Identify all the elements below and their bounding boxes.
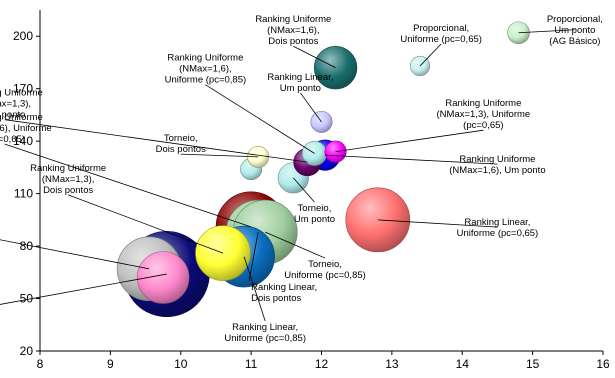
bubble-label: Ranking Uniforme (NMax=1,3), Dois pontos [30,163,106,196]
bubble-label: Ranking Linear, Um ponto [267,72,333,94]
y-tick-label: 50 [20,292,34,306]
y-tick-label: 170 [13,82,33,96]
bubble-label: Ranking Uniforme (NMax=1,3), Uniforme (pc=… [437,98,531,131]
bubble-label: Ranking Uniforme(NMax=1,3),Um ponto [0,88,43,121]
bubble-label: Ranking Linear, Uniforme (pc=0,65) [457,217,539,239]
y-tick-label: 20 [20,344,34,358]
leader-line [0,273,167,305]
y-tick-label: 80 [20,239,34,253]
x-tick-label: 14 [456,357,470,371]
y-tick-label: 110 [14,187,33,201]
y-ticks: 20 50 80 110 140 170 200 [13,29,40,358]
bubble-label: Proporcional, Um ponto (AG Básico) [547,14,603,47]
x-tick-label: 13 [385,357,399,371]
bubble-label: Proporcional, Uniforme (pc=0,65) [400,23,482,45]
leader-line [265,231,326,259]
leader-line [243,256,266,322]
bubble-label: Torneio, Dois pontos [156,133,206,155]
leader-line [248,232,259,281]
y-tick-label: 140 [13,134,33,148]
bubble-layer [116,21,530,318]
bubble-label: Ranking Linear, Dois pontos [251,282,317,304]
leader-line [419,43,442,67]
x-tick-label: 16 [596,357,610,371]
bubble-label: Ranking Uniforme (NMax=1,6), Um ponto [449,154,545,176]
y-tick-label: 200 [13,29,33,43]
leader-line [293,45,336,69]
x-ticks: 8 9 10 11 12 13 14 15 16 [37,351,610,371]
leader-line [293,177,315,203]
leader-line [377,219,498,228]
x-tick-label: 10 [174,357,188,371]
leader-line [4,119,308,163]
bubble-labels: Ranking Uniforme(NMax=1,3),Uniforme (pc=… [0,14,603,344]
leader-line [0,239,150,270]
leader-lines [0,29,575,322]
x-tick-label: 15 [526,357,540,371]
x-tick-label: 9 [107,357,114,371]
bubble-point [136,251,190,304]
bubble-label: Torneio, Um ponto [294,203,335,225]
leader-line [300,92,322,123]
x-tick-label: 11 [245,357,258,371]
leader-line [205,84,315,154]
x-tick-label: 12 [315,357,329,371]
x-tick-label: 8 [37,357,44,371]
leader-line [335,129,484,153]
bubble-label: Ranking Linear, Uniforme (pc=0,85) [224,322,306,344]
bubble-label: Torneio, Uniforme (pc=0,85) [284,259,366,281]
leader-line [180,153,259,158]
leader-line [68,194,224,254]
leader-line [324,154,498,165]
bubble-label: Ranking Uniforme(NMax=1,6), Uniforme(pc=… [0,112,52,145]
leader-line [518,29,575,34]
leader-line [4,143,252,228]
bubble-label: Ranking Uniforme (NMax=1,6), Dois pontos [255,14,331,47]
bubble-label: Ranking Uniforme (NMax=1,6), Uniforme (pc=… [165,53,247,86]
